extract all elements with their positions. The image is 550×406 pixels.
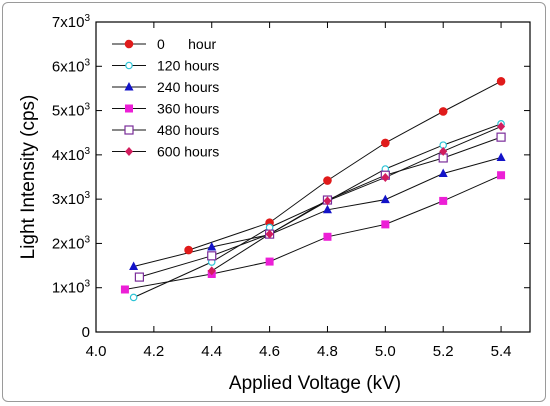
y-tick-label: 6x103 bbox=[52, 57, 91, 75]
legend-marker bbox=[125, 61, 133, 70]
data-point-series-2 bbox=[207, 241, 217, 251]
x-tick-label: 4.6 bbox=[259, 343, 280, 360]
data-point-series-5 bbox=[323, 196, 332, 206]
chart-frame bbox=[2, 2, 546, 402]
data-point-series-5 bbox=[381, 172, 390, 182]
series-line-3 bbox=[124, 174, 502, 290]
legend-label: 120 hours bbox=[157, 58, 219, 74]
legend-label: 480 hours bbox=[157, 122, 219, 138]
y-tick-label: 3x103 bbox=[52, 190, 91, 208]
x-tick-label: 4.4 bbox=[201, 343, 222, 360]
data-point-series-3 bbox=[323, 232, 332, 241]
x-tick-label: 4.0 bbox=[86, 343, 107, 360]
data-point-series-3 bbox=[381, 220, 390, 229]
data-point-series-5 bbox=[439, 146, 448, 156]
legend-label: 0 hour bbox=[157, 36, 216, 52]
data-point-series-0 bbox=[381, 138, 390, 148]
x-tick-label: 4.2 bbox=[143, 343, 164, 360]
data-point-series-2 bbox=[438, 168, 448, 177]
data-point-series-0 bbox=[496, 77, 506, 86]
y-tick-label: 0 bbox=[82, 324, 90, 341]
data-point-series-0 bbox=[184, 245, 193, 255]
legend-marker bbox=[125, 104, 133, 113]
data-point-series-1 bbox=[129, 293, 138, 302]
y-axis-title: Light Intensity (cps) bbox=[18, 95, 39, 260]
legend-label: 360 hours bbox=[157, 101, 219, 117]
data-point-series-3 bbox=[439, 196, 448, 205]
data-point-series-4 bbox=[207, 251, 217, 261]
legend-marker bbox=[124, 82, 134, 91]
y-tick-label: 1x103 bbox=[52, 279, 91, 297]
legend-marker bbox=[124, 125, 134, 135]
data-point-series-2 bbox=[322, 204, 332, 214]
legend-marker bbox=[124, 39, 134, 49]
data-point-series-5 bbox=[265, 229, 274, 239]
series-line-5 bbox=[211, 126, 502, 272]
x-axis-title: Applied Voltage (kV) bbox=[229, 373, 401, 394]
data-point-series-3 bbox=[497, 171, 506, 180]
y-tick-label: 5x103 bbox=[52, 102, 91, 120]
data-point-series-2 bbox=[496, 152, 506, 162]
series-line-0 bbox=[188, 80, 502, 251]
data-point-series-4 bbox=[496, 132, 506, 142]
y-tick-label: 2x103 bbox=[52, 234, 91, 252]
data-point-series-3 bbox=[120, 285, 129, 294]
legend-label: 240 hours bbox=[157, 79, 219, 95]
data-point-series-0 bbox=[438, 107, 448, 116]
data-point-series-5 bbox=[207, 266, 216, 276]
data-point-series-0 bbox=[323, 176, 332, 185]
x-tick-label: 4.8 bbox=[317, 343, 338, 360]
data-point-series-4 bbox=[134, 272, 144, 282]
data-point-series-2 bbox=[129, 261, 139, 270]
data-point-series-3 bbox=[265, 257, 274, 266]
legend-label: 600 hours bbox=[157, 144, 219, 160]
y-tick-label: 7x103 bbox=[52, 13, 91, 31]
x-tick-label: 5.4 bbox=[491, 343, 512, 360]
legend-marker bbox=[125, 147, 133, 156]
y-tick-label: 4x103 bbox=[52, 146, 91, 164]
plot-area-border bbox=[95, 21, 531, 333]
x-tick-label: 5.2 bbox=[433, 343, 454, 360]
data-point-series-5 bbox=[497, 122, 506, 132]
x-tick-label: 5.0 bbox=[375, 343, 396, 360]
data-point-series-2 bbox=[380, 194, 390, 204]
